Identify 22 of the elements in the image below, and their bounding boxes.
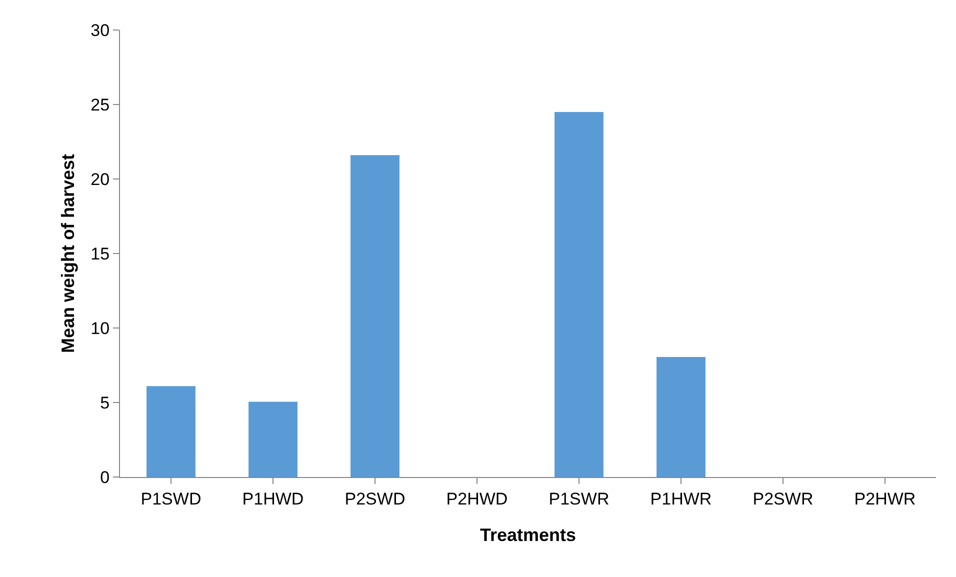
y-tick-label: 15 bbox=[90, 244, 110, 264]
bar bbox=[350, 155, 400, 477]
x-tick-label: P2SWR bbox=[752, 489, 814, 508]
x-tick-label: P2HWD bbox=[446, 489, 508, 508]
bar bbox=[554, 112, 604, 477]
y-tick-label: 0 bbox=[100, 468, 110, 487]
y-tick-label: 30 bbox=[90, 20, 110, 40]
y-tick-label: 20 bbox=[90, 170, 110, 189]
y-tick-label: 5 bbox=[100, 393, 110, 412]
x-tick-label: P1HWD bbox=[242, 489, 304, 508]
x-tick-label: P1SWD bbox=[140, 489, 202, 508]
x-axis-title: Treatments bbox=[480, 525, 576, 545]
x-tick-label: P2HWR bbox=[854, 489, 916, 508]
y-axis-title: Mean weight of harvest bbox=[58, 154, 78, 354]
bar bbox=[146, 386, 196, 477]
bar bbox=[656, 357, 706, 477]
x-tick-label: P1HWR bbox=[650, 489, 712, 508]
bar bbox=[248, 402, 298, 477]
y-tick-label: 25 bbox=[90, 95, 110, 114]
x-tick-label: P1SWR bbox=[548, 489, 610, 508]
y-tick-label: 10 bbox=[90, 318, 110, 338]
x-tick-label: P2SWD bbox=[344, 489, 406, 508]
